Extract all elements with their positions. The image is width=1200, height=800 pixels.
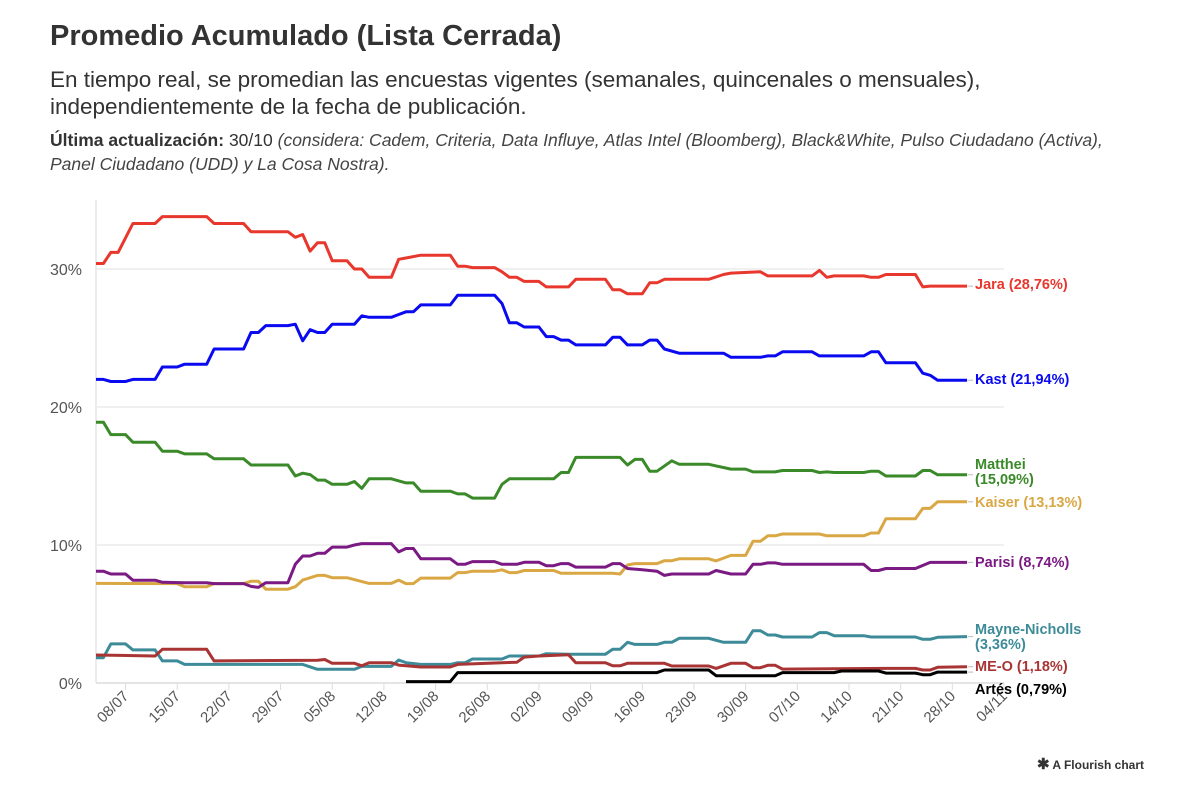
- label-mayne-name: Mayne-Nicholls: [975, 622, 1082, 638]
- label-matthei-name: Matthei: [975, 457, 1026, 473]
- y-tick-label: 30%: [50, 262, 82, 279]
- x-tick-label: 09/09: [559, 688, 598, 727]
- x-tick-label: 15/07: [145, 688, 184, 727]
- label-me-o: ME-O (1,18%): [975, 659, 1068, 675]
- x-tick-label: 22/07: [197, 688, 236, 727]
- series-line-me-o: [95, 647, 968, 672]
- label-mayne-value: (3,36%): [975, 637, 1026, 653]
- series-line-matthei: [96, 420, 968, 500]
- x-tick-label: 08/07: [94, 688, 133, 727]
- flourish-credit-text: A Flourish chart: [1052, 758, 1144, 772]
- x-tick-label: 16/09: [611, 688, 650, 727]
- x-tick-label: 05/08: [300, 688, 339, 727]
- x-tick-label: 28/10: [921, 688, 960, 727]
- x-tick-label: 12/08: [352, 688, 391, 727]
- x-tick-label: 30/09: [714, 688, 753, 727]
- flourish-credit[interactable]: ✱ A Flourish chart: [1037, 755, 1144, 773]
- x-tick-label: 23/09: [662, 688, 701, 727]
- series-line-parisi: [96, 542, 968, 589]
- label-kaiser: Kaiser (13,13%): [975, 495, 1083, 511]
- x-tick-label: 02/09: [507, 688, 546, 727]
- label-artes: Artés (0,79%): [975, 682, 1067, 698]
- x-tick-label: 19/08: [404, 688, 443, 727]
- label-jara: Jara (28,76%): [975, 277, 1068, 293]
- update-note: Última actualización: 30/10 (considera: …: [50, 128, 1140, 176]
- series-line-kaiser: [95, 500, 968, 591]
- x-tick-label: 21/10: [869, 688, 908, 727]
- y-tick-label: 10%: [50, 538, 82, 555]
- update-date: 30/10: [228, 130, 273, 150]
- label-matthei: Matthei (15,09%): [975, 458, 1034, 488]
- chart-title: Promedio Acumulado (Lista Cerrada): [50, 20, 562, 52]
- x-tick-label: 26/08: [456, 688, 495, 727]
- flourish-asterisk-icon: ✱: [1036, 756, 1050, 773]
- series-line-kast: [96, 293, 968, 383]
- series-line-jara: [96, 215, 968, 296]
- x-tick-label: 07/10: [766, 688, 805, 727]
- series-line-artés: [406, 668, 968, 684]
- series-line-mayne-nicholls: [96, 629, 968, 671]
- label-kast: Kast (21,94%): [975, 372, 1070, 388]
- label-matthei-value: (15,09%): [975, 472, 1034, 488]
- label-mayne-nicholls: Mayne-Nicholls (3,36%): [975, 623, 1081, 653]
- x-tick-label: 14/10: [817, 688, 856, 727]
- chart-subtitle: En tiempo real, se promedian las encuest…: [50, 67, 981, 119]
- label-parisi: Parisi (8,74%): [975, 555, 1070, 571]
- update-label: Última actualización:: [50, 130, 225, 150]
- sources-note: (considera: Cadem, Criteria, Data Influy…: [50, 130, 1103, 174]
- x-tick-label: 29/07: [249, 688, 288, 727]
- y-tick-label: 0%: [59, 676, 82, 693]
- y-tick-label: 20%: [50, 400, 82, 417]
